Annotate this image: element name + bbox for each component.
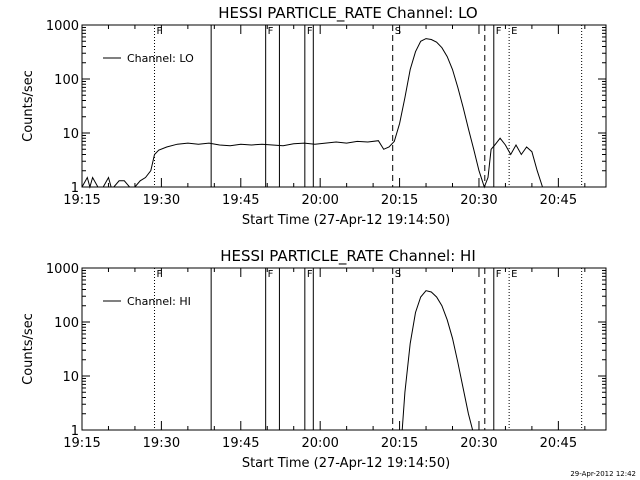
series-line <box>401 290 474 431</box>
x-axis-label: Start Time (27-Apr-12 19:14:50) <box>242 213 450 228</box>
y-tick-label: 10 <box>62 370 79 385</box>
x-tick-label: 19:30 <box>143 436 180 451</box>
event-label: F <box>496 269 502 280</box>
x-tick-label: 19:15 <box>63 193 100 208</box>
x-axis-label: Start Time (27-Apr-12 19:14:50) <box>242 456 450 471</box>
y-tick-label: 100 <box>54 73 79 88</box>
x-tick-label: 20:00 <box>301 436 338 451</box>
event-label: F <box>307 26 313 37</box>
event-label: F <box>496 26 502 37</box>
y-tick-label: 1 <box>71 424 79 439</box>
event-label: E <box>511 269 517 280</box>
chart-title: HESSI PARTICLE_RATE Channel: LO <box>218 4 477 23</box>
y-tick-label: 1 <box>71 181 79 196</box>
plot-frame <box>81 267 607 431</box>
event-label: S <box>395 26 401 37</box>
x-tick-label: 19:15 <box>63 436 100 451</box>
series-line <box>81 38 543 189</box>
y-tick-label: 1000 <box>46 19 79 34</box>
x-tick-label: 20:00 <box>301 193 338 208</box>
event-label: F <box>157 26 163 37</box>
timestamp-stamp: 29-Apr-2012 12:42 <box>570 470 636 478</box>
event-label: F <box>268 26 274 37</box>
chart-title: HESSI PARTICLE_RATE Channel: HI <box>220 247 476 266</box>
event-label: F <box>268 269 274 280</box>
legend-label: Channel: HI <box>127 295 191 308</box>
lo-channel-panel: HESSI PARTICLE_RATE Channel: LO Counts/s… <box>21 4 607 228</box>
y-axis-label: Counts/sec <box>21 70 36 142</box>
x-tick-label: 20:30 <box>460 193 497 208</box>
event-label: S <box>395 269 401 280</box>
x-tick-label: 19:30 <box>143 193 180 208</box>
x-tick-label: 20:45 <box>540 193 577 208</box>
x-tick-label: 20:15 <box>381 193 418 208</box>
y-tick-label: 1000 <box>46 262 79 277</box>
x-tick-label: 20:30 <box>460 436 497 451</box>
legend-label: Channel: LO <box>127 52 194 65</box>
plot-frame <box>81 24 607 188</box>
y-axis-label: Counts/sec <box>21 313 36 385</box>
hi-channel-panel: HESSI PARTICLE_RATE Channel: HI Counts/s… <box>21 247 607 471</box>
y-tick-label: 100 <box>54 316 79 331</box>
y-tick-label: 10 <box>62 127 79 142</box>
event-label: F <box>307 269 313 280</box>
x-tick-label: 20:45 <box>540 436 577 451</box>
x-tick-label: 19:45 <box>222 436 259 451</box>
x-tick-label: 19:45 <box>222 193 259 208</box>
event-label: E <box>511 26 517 37</box>
event-label: F <box>157 269 163 280</box>
x-tick-label: 20:15 <box>381 436 418 451</box>
